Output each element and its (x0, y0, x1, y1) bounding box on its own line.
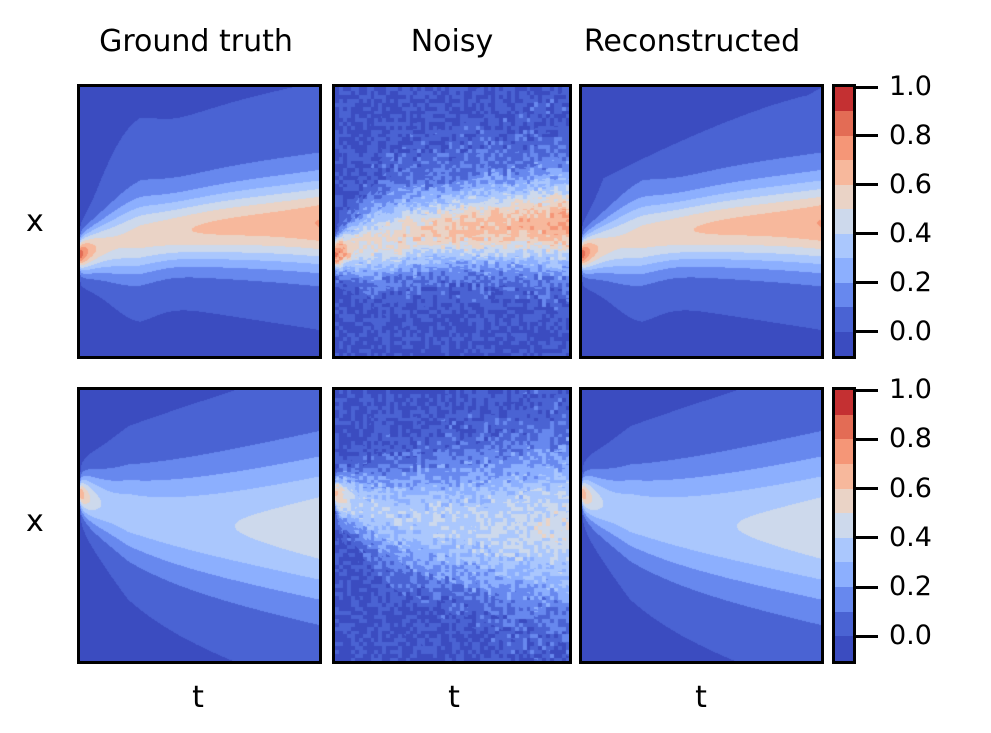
title-reconstructed: Reconstructed (583, 24, 801, 59)
colorbar-band (835, 87, 853, 112)
colorbar-band (835, 184, 853, 210)
heatmap-ground-truth-row1 (77, 84, 322, 359)
heatmap-noisy-row1 (332, 84, 572, 359)
colorbar-band (835, 307, 853, 332)
heatmap-canvas (582, 390, 821, 661)
heatmap-canvas (80, 390, 319, 661)
colorbar-tick (856, 388, 878, 392)
heatmap-reconstructed-row1 (579, 84, 824, 359)
x-axis-label-col3: t (695, 680, 707, 715)
colorbar-band (835, 463, 853, 489)
colorbar-tick-label: 0.2 (889, 571, 932, 603)
colorbar-tick (856, 85, 878, 89)
colorbar-tick (856, 183, 878, 187)
colorbar-band (835, 258, 853, 283)
colorbar-tick (856, 585, 878, 589)
colorbar-band (835, 587, 853, 612)
title-ground-truth: Ground truth (99, 24, 293, 59)
colorbar-tick (856, 281, 878, 285)
colorbar-tick-label: 0.6 (889, 168, 932, 200)
colorbar-band (835, 562, 853, 587)
colorbar-band (835, 390, 853, 415)
colorbar-tick-label: 0.4 (889, 521, 932, 553)
colorbar-tick-label: 0.0 (889, 315, 932, 347)
colorbar-tick-label: 1.0 (889, 374, 932, 405)
colorbar-band (835, 233, 853, 259)
colorbar-tick-label: 0.4 (889, 217, 932, 249)
colorbar-tick (856, 134, 878, 138)
colorbar-tick (856, 487, 878, 491)
colorbar-band (835, 537, 853, 563)
colorbar-tick-label: 0.8 (889, 423, 932, 455)
colorbar-band (835, 513, 853, 538)
colorbar-band (835, 439, 853, 464)
colorbar-band (835, 111, 853, 136)
colorbar-band (835, 414, 853, 440)
colorbar-tick-label: 0.6 (889, 472, 932, 504)
colorbar-row2 (832, 387, 856, 664)
heatmap-reconstructed-row2 (579, 387, 824, 664)
title-noisy: Noisy (410, 24, 494, 59)
heatmap-canvas (335, 390, 569, 661)
colorbar-band (835, 636, 853, 661)
heatmap-canvas (335, 87, 569, 356)
colorbar-tick-label: 0.0 (889, 620, 932, 652)
colorbar-band (835, 611, 853, 637)
colorbar-tick-label: 0.8 (889, 119, 932, 151)
colorbar-tick-label: 0.2 (889, 266, 932, 298)
colorbar-tick (856, 536, 878, 540)
colorbar-tick (856, 330, 878, 334)
y-axis-label-row1: x (26, 204, 44, 239)
colorbar-band (835, 488, 853, 514)
colorbar-band (835, 282, 853, 308)
colorbar-tick-label: 1.0 (889, 71, 932, 102)
heatmap-ground-truth-row2 (77, 387, 322, 664)
colorbar-tick (856, 232, 878, 236)
colorbar-tick (856, 437, 878, 441)
heatmap-canvas (582, 87, 821, 356)
y-axis-label-row2: x (26, 504, 44, 539)
colorbar-band (835, 135, 853, 161)
colorbar-tick (856, 634, 878, 638)
colorbar-band (835, 331, 853, 356)
colorbar-band (835, 160, 853, 185)
colorbar-band (835, 209, 853, 234)
heatmap-noisy-row2 (332, 387, 572, 664)
heatmap-canvas (80, 87, 319, 356)
x-axis-label-col1: t (192, 680, 204, 715)
x-axis-label-col2: t (448, 680, 460, 715)
colorbar-row1 (832, 84, 856, 359)
